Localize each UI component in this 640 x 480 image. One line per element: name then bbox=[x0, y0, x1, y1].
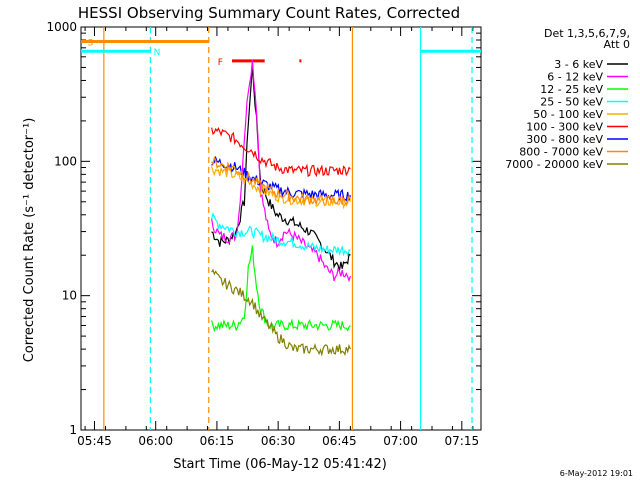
x-tick-label: 06:30 bbox=[261, 434, 296, 448]
series-line bbox=[211, 268, 351, 357]
legend-entry-label: 12 - 25 keV bbox=[540, 83, 603, 96]
y-tick-label: 1 bbox=[69, 423, 77, 437]
y-axis-label: Corrected Count Rate (s⁻¹ detector⁻¹) bbox=[22, 118, 37, 363]
legend-entry-label: 300 - 800 keV bbox=[526, 133, 603, 146]
legend-header: Det 1,3,5,6,7,9, bbox=[544, 27, 630, 40]
x-tick-label: 05:45 bbox=[77, 434, 112, 448]
x-tick-label: 07:00 bbox=[383, 434, 418, 448]
legend-header: Att 0 bbox=[604, 38, 630, 51]
series-line bbox=[211, 245, 351, 333]
legend-entry-label: 50 - 100 keV bbox=[533, 108, 603, 121]
series-line bbox=[211, 59, 351, 283]
flag-label: N bbox=[154, 48, 161, 58]
legend-entry-label: 25 - 50 keV bbox=[540, 96, 603, 109]
y-tick-label: 1000 bbox=[46, 20, 77, 34]
x-axis-label: Start Time (06-May-12 05:41:42) bbox=[173, 457, 387, 472]
x-tick-label: 06:00 bbox=[138, 434, 173, 448]
series-line bbox=[211, 211, 351, 257]
series-line bbox=[211, 155, 351, 207]
plot-frame bbox=[80, 26, 482, 431]
legend-entry-label: 100 - 300 keV bbox=[526, 121, 603, 134]
x-tick-label: 07:15 bbox=[445, 434, 480, 448]
legend-entry-label: 7000 - 20000 keV bbox=[505, 158, 603, 171]
plot-area: 1 10 100 1000 05:45 06:00 06:15 06:30 06:45 07:00… bbox=[46, 20, 482, 448]
legend-entry-label: 6 - 12 keV bbox=[547, 71, 603, 84]
footer-timestamp: 6-May-2012 19:01 bbox=[560, 469, 633, 478]
y-tick-label: 100 bbox=[54, 154, 77, 168]
series-line bbox=[211, 127, 351, 178]
legend-entry-label: 3 - 6 keV bbox=[554, 58, 603, 71]
flag-label: S bbox=[88, 38, 94, 48]
x-tick-label: 06:15 bbox=[200, 434, 235, 448]
legend-entry-label: 800 - 7000 keV bbox=[519, 146, 603, 159]
y-tick-label: 10 bbox=[62, 289, 77, 303]
x-tick-label: 06:45 bbox=[322, 434, 357, 448]
chart-title: HESSI Observing Summary Count Rates, Cor… bbox=[78, 4, 460, 22]
flag-label: F bbox=[218, 58, 223, 68]
